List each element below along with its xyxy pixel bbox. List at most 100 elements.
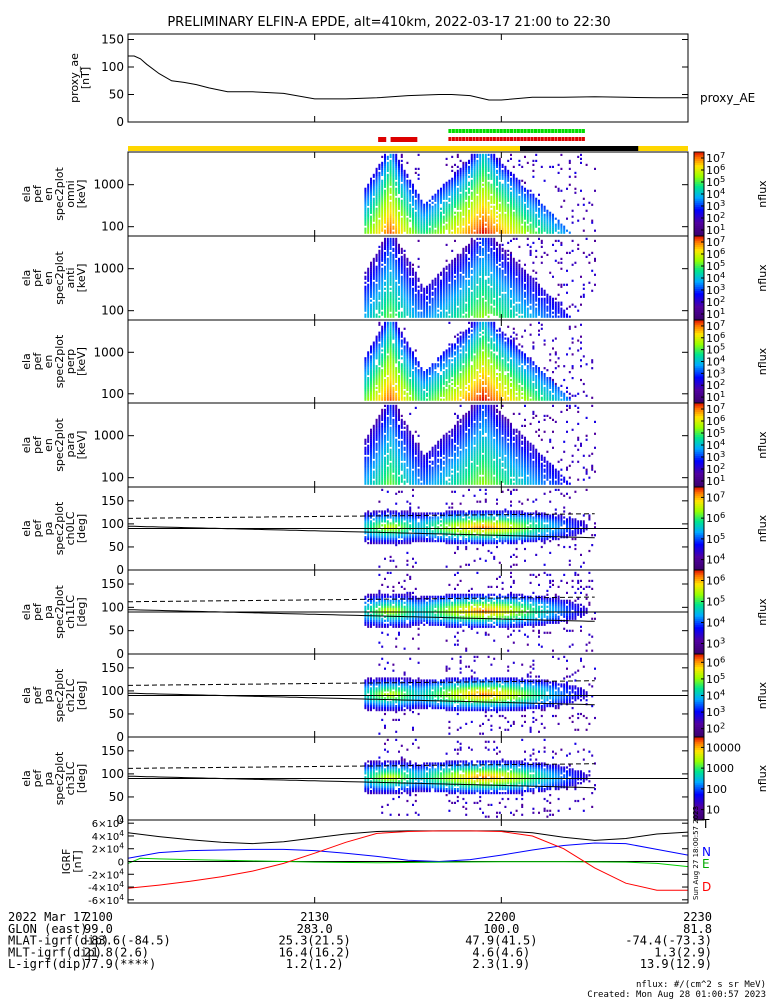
colorbar-tick-label: 103 <box>706 636 725 651</box>
y-axis-label: [nT] <box>71 850 84 872</box>
y-tick-label: 2×104 <box>92 842 124 856</box>
ephemeris-row-label: GLON (east) <box>8 922 87 936</box>
green-zone-mark <box>506 129 510 133</box>
y-axis-label: spec2plot <box>53 418 66 472</box>
colorbar-tick-label: 104 <box>706 552 725 567</box>
y-tick-label: 100 <box>101 60 124 74</box>
red-zone-mark <box>544 137 548 141</box>
red-zone-mark <box>506 137 510 141</box>
series-label-proxy_AE: proxy_AE <box>700 91 755 105</box>
y-tick-label: 150 <box>101 661 124 675</box>
y-axis-label: IGRF <box>60 849 73 875</box>
series-T <box>127 830 689 845</box>
y-axis-label: ch1LC <box>64 595 77 629</box>
red-zone-mark <box>472 137 476 141</box>
y-axis-label: en <box>42 355 55 369</box>
green-zone-mark <box>530 129 534 133</box>
green-zone-mark <box>469 129 472 133</box>
colorbar-ela_pef_pa_ch0LC: 104 105 106 107 nflux <box>693 486 769 571</box>
ephemeris-row-label: MLT-igrf(dip) <box>8 945 102 959</box>
colorbar-tick-label: 102 <box>706 210 725 225</box>
green-zone-mark <box>578 129 582 133</box>
units-note: nflux: #/(cm^2 s sr MeV) <box>636 980 766 990</box>
red-zone-mark <box>458 137 462 141</box>
red-zone-mark <box>540 137 544 141</box>
y-tick-label: 1000 <box>93 345 124 359</box>
y-axis-label: ch0LC <box>64 511 77 545</box>
green-zone-mark <box>520 129 524 133</box>
red-zone-mark <box>530 137 534 141</box>
plot-title: PRELIMINARY ELFIN-A EPDE, alt=410km, 202… <box>167 15 610 30</box>
colorbar-label: nflux <box>756 431 769 459</box>
y-tick-label: 1000 <box>93 429 124 443</box>
ephemeris-value: 2230 <box>683 910 712 924</box>
colorbar-tick-label: 102 <box>706 294 725 309</box>
anti-loss-cone-line <box>127 513 595 519</box>
red-zone-mark <box>469 137 472 141</box>
red-zone-mark <box>527 137 531 141</box>
green-zone-mark <box>479 129 483 133</box>
series-label-E: E <box>702 857 710 871</box>
y-tick-label: 0 <box>116 813 124 827</box>
colorbar-tick-label: 105 <box>706 258 725 273</box>
side-stamp: Sun Aug 27 18:00:57 2023 <box>692 806 700 900</box>
colorbar-tick-label: 100 <box>706 783 727 796</box>
red-zone-mark <box>492 137 496 141</box>
colorbar-tick-label: 106 <box>706 413 725 428</box>
series-label-N: N <box>702 845 711 859</box>
red-zone-mark <box>475 137 479 141</box>
colorbar-tick-label: 103 <box>706 449 725 464</box>
ephemeris-value: 25.3(21.5) <box>279 934 351 948</box>
colorbar-tick-label: 107 <box>706 489 725 504</box>
colorbar-tick-label: 101 <box>706 389 725 404</box>
panel-igrf: TNED-6×104-4×104-2×10402×1044×1046×104IG… <box>60 816 711 907</box>
colorbar-tick-label: 104 <box>706 437 725 452</box>
red-zone-mark <box>581 137 585 141</box>
ephemeris-row-label: MLAT-igrf(dip) <box>8 934 109 948</box>
panel-ela_pef_en_anti: 1001000elapefenspec2plotanti[keV]1011021… <box>20 234 769 321</box>
y-axis-label: [keV] <box>75 347 88 376</box>
green-zone-mark <box>568 129 572 133</box>
green-zone-mark <box>458 129 462 133</box>
ephemeris-value: 81.8 <box>683 922 712 936</box>
y-tick-label: 50 <box>109 624 124 638</box>
y-axis-label: anti <box>64 267 77 288</box>
red-zone-mark <box>479 137 483 141</box>
y-axis-label: ela <box>20 270 33 287</box>
y-axis-label: pef <box>31 352 44 371</box>
colorbar-tick-label: 104 <box>706 186 725 201</box>
y-tick-label: 0 <box>116 647 124 661</box>
colorbar-label: nflux <box>756 681 769 709</box>
green-zone-mark <box>537 129 541 133</box>
colorbar-tick-label: 103 <box>706 365 725 380</box>
red-zone-mark <box>486 137 490 141</box>
red-zone-mark <box>482 137 486 141</box>
y-tick-label: 0 <box>116 730 124 744</box>
y-axis-label: pa <box>42 522 55 536</box>
panel-ela_pef_pa_ch1LC: 050100150elapefpaspec2plotch1LC[deg]1031… <box>20 569 769 661</box>
y-axis-label: spec2plot <box>53 751 66 805</box>
red-zone-mark <box>575 137 579 141</box>
green-zone-mark <box>558 129 561 133</box>
y-axis-label: en <box>42 438 55 452</box>
series-D <box>127 830 688 891</box>
y-tick-label: 100 <box>101 387 124 401</box>
y-tick-label: 100 <box>101 684 124 698</box>
panels-layer: proxy_AE050100150proxy_ae[nT]1001000elap… <box>20 33 769 907</box>
green-zone-mark <box>472 129 476 133</box>
y-axis-label: ela <box>20 520 33 537</box>
green-zone-mark <box>561 129 565 133</box>
y-axis-label: [deg] <box>75 514 88 543</box>
green-zone-mark <box>486 129 490 133</box>
y-axis-label: ch3LC <box>64 761 77 795</box>
colorbar-tick-label: 106 <box>706 330 725 345</box>
y-tick-label: 100 <box>101 517 124 531</box>
y-tick-label: 50 <box>109 790 124 804</box>
green-zone-mark <box>475 129 479 133</box>
green-zone-mark <box>489 129 493 133</box>
y-axis-label: perp <box>64 349 77 374</box>
green-zone-mark <box>575 129 579 133</box>
y-axis-label: pef <box>31 268 44 287</box>
ephemeris-value: 2.3(1.9) <box>472 957 530 971</box>
